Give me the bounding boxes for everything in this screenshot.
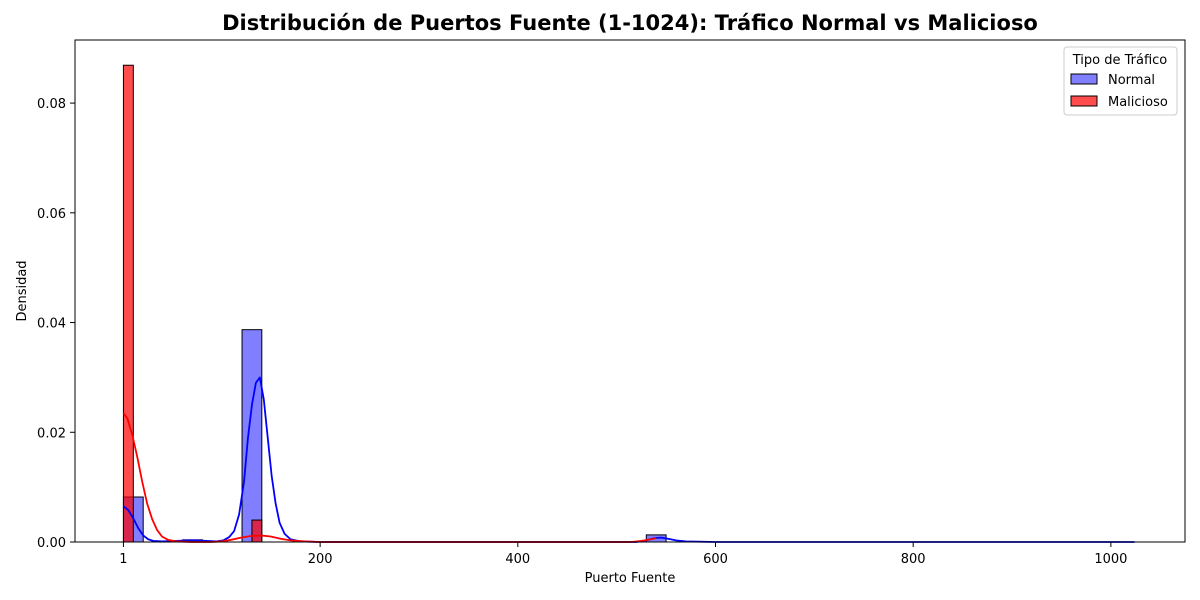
legend[interactable]: Tipo de Tráfico Normal Malicioso <box>1063 46 1178 116</box>
x-tick-label-1: 200 <box>308 552 333 567</box>
x-tick-label-5: 1000 <box>1094 552 1127 567</box>
plot-area <box>122 64 1135 543</box>
y-tick-label-1: 0.02 <box>37 426 66 441</box>
x-tick-label-0: 1 <box>119 552 127 567</box>
bar-malicioso-0 <box>122 64 134 543</box>
y-tick-label-2: 0.04 <box>37 317 66 332</box>
y-tick-label-3: 0.06 <box>37 207 66 222</box>
legend-title: Tipo de Tráfico <box>1072 53 1168 68</box>
x-tick-label-3: 600 <box>703 552 728 567</box>
y-axis-label: Densidad <box>15 260 30 321</box>
plot-frame <box>74 39 1186 543</box>
kde-line-malicioso <box>122 412 657 543</box>
x-axis-label: Puerto Fuente <box>585 571 676 586</box>
y-tick-label-4: 0.08 <box>37 97 66 112</box>
x-tick-label-4: 800 <box>901 552 926 567</box>
legend-swatch-normal <box>1070 73 1098 85</box>
bar-malicioso-1 <box>251 519 263 543</box>
legend-swatch-malicioso <box>1070 95 1098 107</box>
y-axis: 0.00 0.02 0.04 0.06 0.08 <box>37 97 75 551</box>
x-axis: 1 200 400 600 800 1000 <box>119 542 1127 567</box>
y-tick-label-0: 0.00 <box>37 536 66 551</box>
x-tick-label-2: 400 <box>505 552 530 567</box>
legend-label-malicioso: Malicioso <box>1108 95 1168 110</box>
chart-title: Distribución de Puertos Fuente (1-1024):… <box>222 11 1038 35</box>
bar-normal-2 <box>241 329 263 543</box>
kde-line-normal <box>122 376 1135 543</box>
legend-label-normal: Normal <box>1108 73 1155 88</box>
